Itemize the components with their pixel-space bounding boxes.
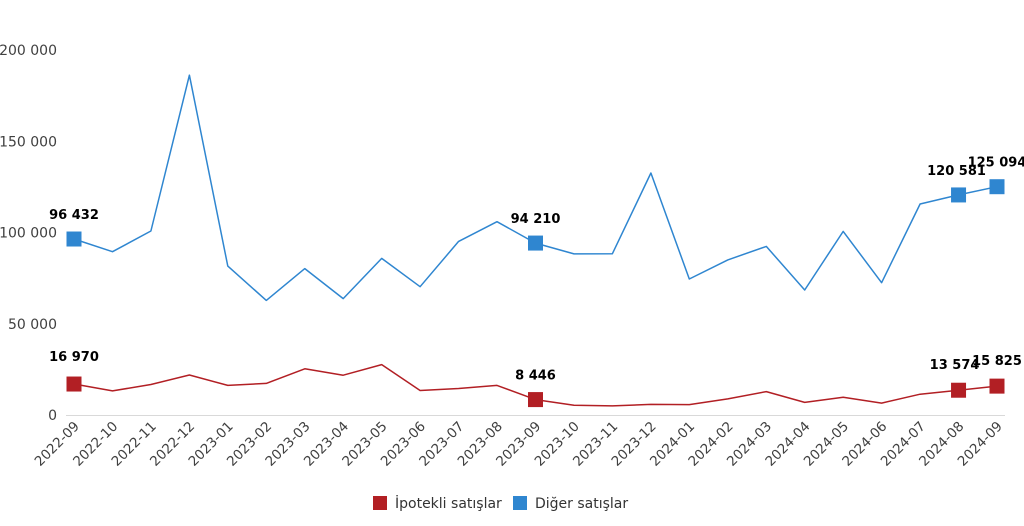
series-1-marker xyxy=(989,179,1005,195)
legend-swatch-ipotekli xyxy=(373,496,387,510)
series-1-marker xyxy=(951,187,967,203)
series-0-marker xyxy=(989,378,1005,394)
y-tick-label: 0 xyxy=(48,408,57,424)
y-tick-label: 200 000 xyxy=(0,43,57,59)
legend: İpotekli satışlar Diğer satışlar xyxy=(373,494,628,512)
series-0-marker xyxy=(528,392,543,408)
y-axis: 0 50 000 100 000 150 000 200 000 xyxy=(0,43,57,424)
series-0-data-label: 13 574 xyxy=(930,358,980,373)
series-1-data-label: 125 094 xyxy=(968,156,1024,171)
series-markers xyxy=(66,179,1005,408)
series-1-marker xyxy=(66,231,82,247)
series-1-data-label: 120 581 xyxy=(927,164,986,179)
legend-item-diger[interactable]: Diğer satışlar xyxy=(513,496,628,512)
series-0-data-label: 8 446 xyxy=(515,369,556,384)
series-1-data-label: 94 210 xyxy=(511,212,561,227)
legend-label-diger: Diğer satışlar xyxy=(535,496,628,512)
legend-swatch-diger xyxy=(513,496,527,510)
y-tick-label: 100 000 xyxy=(0,226,57,242)
legend-item-ipotekli[interactable]: İpotekli satışlar xyxy=(373,494,502,512)
series-0-marker xyxy=(951,382,967,398)
series-1-marker xyxy=(528,235,543,251)
y-tick-label: 50 000 xyxy=(8,317,57,333)
series-0-data-label: 16 970 xyxy=(49,350,99,365)
series-0-marker xyxy=(66,376,82,392)
x-axis: 2022-092022-102022-112022-122023-012023-… xyxy=(32,415,1006,470)
legend-label-ipotekli: İpotekli satışlar xyxy=(395,494,502,512)
y-tick-label: 150 000 xyxy=(0,134,57,150)
series-1-data-label: 96 432 xyxy=(49,208,99,223)
series-line-1 xyxy=(73,74,998,302)
series-0-data-label: 15 825 xyxy=(972,354,1022,369)
